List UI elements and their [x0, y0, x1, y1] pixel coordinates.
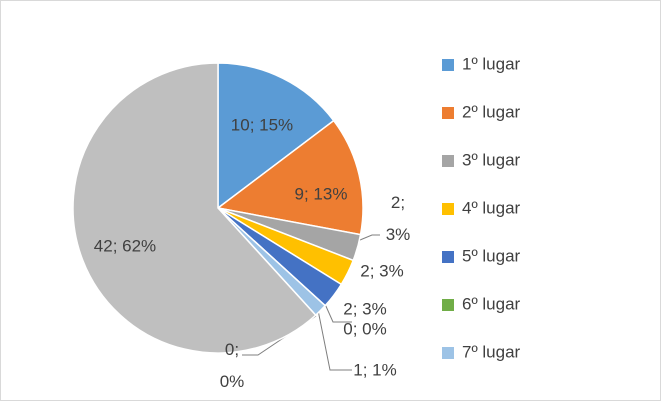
- legend-swatch: [442, 299, 454, 311]
- data-label-line: 3%: [386, 225, 411, 244]
- legend-swatch: [442, 203, 454, 215]
- data-label: 2; 3%: [360, 261, 403, 280]
- leader-line: [359, 234, 380, 241]
- slices: [72, 62, 364, 354]
- legend-label: 5º lugar: [462, 246, 521, 265]
- data-label-line: 0;: [225, 340, 239, 359]
- data-label-line: 2;: [391, 193, 405, 212]
- data-label: 9; 13%: [295, 184, 348, 203]
- legend-label: 6º lugar: [462, 294, 521, 313]
- data-label: 42; 62%: [94, 236, 156, 255]
- pie-slice: [216, 119, 364, 236]
- legend-label: 1º lugar: [462, 54, 521, 73]
- leader-line: [317, 309, 352, 371]
- legend-swatch: [442, 347, 454, 359]
- legend-swatch: [442, 59, 454, 71]
- legend-swatch: [442, 107, 454, 119]
- leader-line: [324, 303, 352, 323]
- data-label: 1; 1%: [353, 360, 396, 379]
- legend-label: 3º lugar: [462, 150, 521, 169]
- data-label: 2; 3%: [386, 193, 411, 244]
- legend-swatch: [442, 251, 454, 263]
- data-label-line: 0%: [220, 372, 245, 391]
- pie-slice: [217, 62, 335, 210]
- pie-slice: [72, 62, 317, 354]
- legend-label: 7º lugar: [462, 342, 521, 361]
- legend-label: 4º lugar: [462, 198, 521, 217]
- data-label: 10; 15%: [231, 115, 293, 134]
- data-label: 0; 0%: [343, 319, 386, 338]
- legend-swatch: [442, 155, 454, 167]
- legend-label: 2º lugar: [462, 102, 521, 121]
- data-label: 0; 0%: [220, 340, 245, 391]
- data-label: 2; 3%: [343, 299, 386, 318]
